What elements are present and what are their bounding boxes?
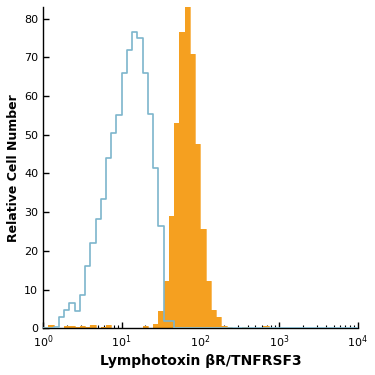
- X-axis label: Lymphotoxin βR/TNFRSF3: Lymphotoxin βR/TNFRSF3: [99, 354, 301, 368]
- Y-axis label: Relative Cell Number: Relative Cell Number: [7, 94, 20, 242]
